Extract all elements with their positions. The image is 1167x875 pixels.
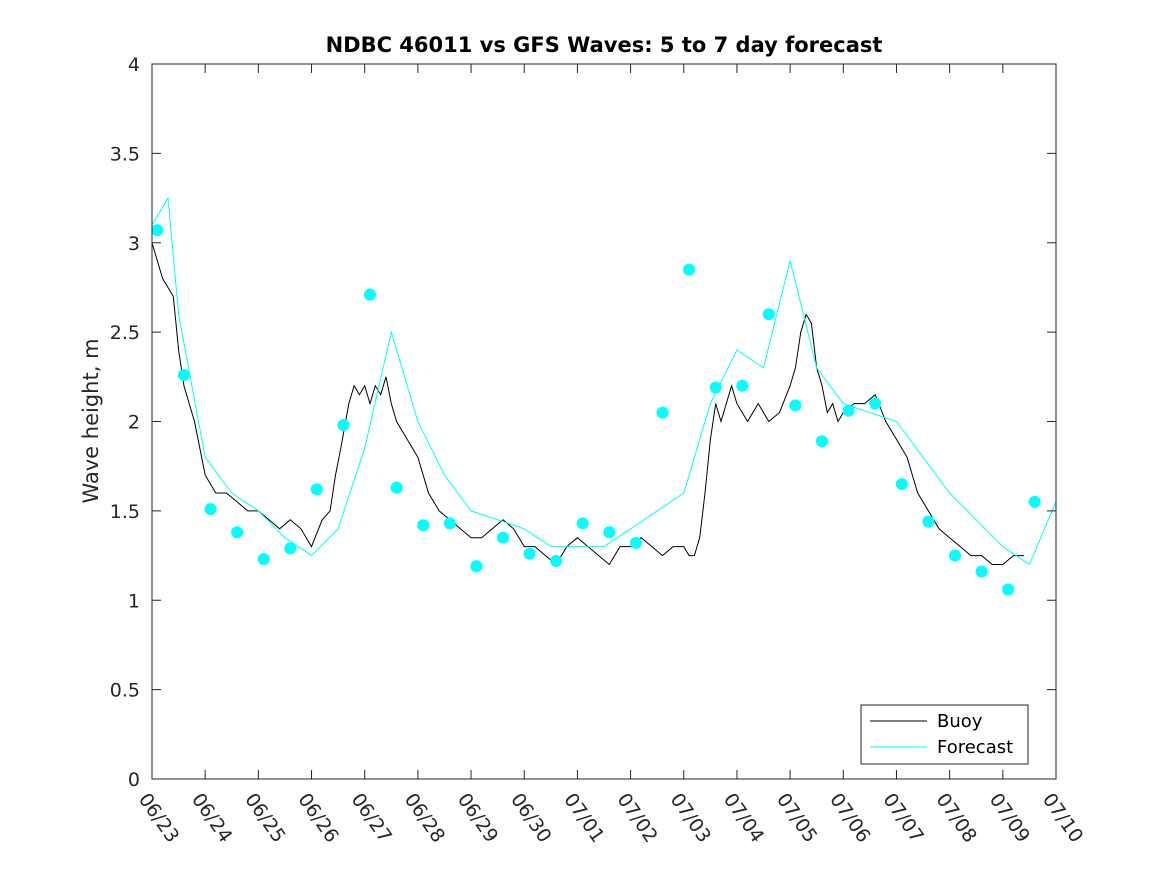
y-tick-label: 2.5	[110, 322, 140, 344]
forecast-marker	[443, 517, 456, 530]
forecast-marker	[842, 404, 855, 417]
forecast-marker	[1002, 583, 1015, 596]
y-tick-label: 3.5	[110, 143, 140, 165]
legend: Buoy Forecast	[860, 704, 1029, 765]
chart-title: NDBC 46011 vs GFS Waves: 5 to 7 day fore…	[326, 33, 883, 57]
forecast-marker	[523, 547, 536, 560]
y-tick-label: 4	[128, 54, 140, 76]
series-line-forecast	[151, 196, 1057, 566]
forecast-marker	[470, 560, 483, 573]
forecast-marker	[949, 549, 961, 562]
forecast-marker	[257, 553, 270, 566]
forecast-marker	[390, 481, 403, 494]
forecast-marker	[762, 308, 775, 321]
y-tick-label: 3	[128, 233, 140, 255]
forecast-marker	[869, 397, 882, 410]
forecast-marker	[576, 517, 589, 530]
forecast-marker	[151, 224, 164, 237]
y-tick-label: 2	[128, 412, 140, 434]
forecast-marker	[337, 419, 350, 432]
forecast-marker	[204, 503, 217, 516]
forecast-marker	[816, 435, 828, 448]
y-tick-label: 0	[128, 769, 140, 791]
forecast-marker	[231, 526, 244, 539]
legend-forecast-label: Forecast	[937, 737, 1013, 758]
forecast-marker	[922, 515, 935, 528]
forecast-marker	[709, 381, 722, 394]
forecast-marker	[975, 565, 988, 578]
forecast-marker	[284, 542, 297, 555]
forecast-marker	[364, 288, 376, 301]
forecast-marker	[417, 519, 430, 532]
legend-box	[860, 704, 1029, 765]
forecast-marker	[1028, 495, 1041, 508]
forecast-marker	[895, 478, 908, 491]
plot-background	[152, 64, 1056, 779]
forecast-marker	[656, 406, 669, 419]
y-axis-title: Wave height, m	[79, 338, 103, 503]
plot-area	[151, 63, 1057, 780]
forecast-marker	[603, 526, 616, 539]
y-tick-label: 0.5	[110, 680, 140, 702]
forecast-marker	[736, 379, 749, 392]
forecast-marker	[629, 537, 642, 549]
forecast-marker	[683, 263, 696, 276]
forecast-marker	[177, 369, 190, 381]
forecast-marker	[497, 531, 509, 544]
y-tick-label: 1.5	[110, 501, 140, 523]
y-tick-label: 1	[128, 590, 140, 612]
legend-buoy-label: Buoy	[937, 711, 983, 732]
y-axis: 0 0.5 1 1.5 2 2.5 3 3.5 4	[110, 54, 1056, 791]
forecast-marker	[310, 483, 323, 496]
forecast-marker	[789, 399, 802, 412]
forecast-marker	[550, 554, 563, 567]
